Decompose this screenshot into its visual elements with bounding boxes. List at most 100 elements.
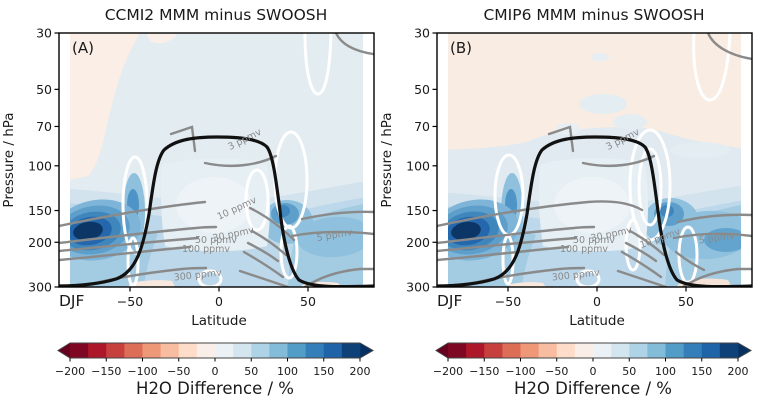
panel-a-x-axis-label: Latitude bbox=[191, 313, 247, 329]
y-tick-label: 150 bbox=[406, 203, 430, 218]
white-contour-line bbox=[624, 218, 642, 272]
colorbar-tick-label: 100 bbox=[655, 365, 676, 378]
y-tick-label: 100 bbox=[406, 158, 430, 173]
colorbar-tick-label: −50 bbox=[167, 365, 190, 378]
colorbar-tick-label: −200 bbox=[55, 365, 85, 378]
tropopause-contour bbox=[437, 135, 752, 287]
colorbar-segment bbox=[556, 343, 576, 358]
h2o-contour-line bbox=[681, 267, 752, 287]
contour-fill bbox=[73, 221, 103, 241]
colorbar-tick-label: 200 bbox=[350, 365, 371, 378]
panel-a-season-label: DJF bbox=[59, 292, 85, 310]
contour-label: 100 ppmv bbox=[182, 244, 230, 255]
panel-b-x-axis-label: Latitude bbox=[569, 313, 625, 329]
y-tick-label: 30 bbox=[414, 26, 430, 41]
colorbar-tick-label: −150 bbox=[469, 365, 499, 378]
colorbar-tick-label: −100 bbox=[127, 365, 157, 378]
white-contour-line bbox=[637, 147, 663, 227]
colorbar-segment bbox=[142, 343, 162, 358]
h2o-contour-line bbox=[672, 232, 752, 240]
h2o-contour-line bbox=[437, 236, 658, 263]
colorbar-over-arrow bbox=[360, 343, 373, 358]
colorbar-segment bbox=[593, 343, 612, 358]
white-contour-line bbox=[692, 33, 732, 102]
colorbar-segment bbox=[323, 343, 343, 358]
contour-label: 100 ppmv bbox=[560, 244, 608, 255]
colorbar-segment bbox=[448, 343, 467, 358]
x-tick-label: 0 bbox=[215, 294, 223, 309]
contour-label: 300 ppmv bbox=[551, 267, 600, 283]
x-tick-label: 0 bbox=[593, 294, 601, 309]
colorbar-tick-label: −150 bbox=[91, 365, 121, 378]
colorbar-a-bar: −200 −150 −100 −50 0 50 100 150 200 bbox=[55, 342, 375, 378]
colorbar-b-bar: −200 −150 −100 −50 0 50 100 150 200 bbox=[433, 342, 753, 378]
h2o-contour-line bbox=[169, 125, 197, 153]
contour-fill bbox=[556, 123, 580, 135]
axes-frame: 30 50 70 100 150 200 300 −50 0 50 bbox=[406, 26, 753, 309]
panel-a-letter: (A) bbox=[72, 39, 94, 57]
y-tick-label: 50 bbox=[414, 82, 430, 97]
colorbar-a-label: H2O Difference / % bbox=[136, 379, 294, 398]
contour-fill bbox=[554, 177, 630, 233]
white-contour-line bbox=[628, 128, 672, 242]
panel-b-title: CMIP6 MMM minus SWOOSH bbox=[483, 6, 704, 24]
colorbar-over-arrow bbox=[738, 343, 751, 358]
h2o-climatology-contours bbox=[59, 33, 374, 287]
colorbar-segment bbox=[520, 343, 540, 358]
colorbar-segment bbox=[88, 343, 107, 358]
colorbar-tick-label: 150 bbox=[691, 365, 712, 378]
white-contour-line bbox=[575, 269, 601, 287]
colorbar-segment bbox=[70, 343, 89, 358]
colorbar-segment bbox=[233, 343, 252, 358]
contour-label: 50 ppmv bbox=[195, 235, 237, 246]
white-contour-line bbox=[197, 269, 223, 287]
contour-fill bbox=[128, 280, 175, 287]
y-tick-label: 300 bbox=[406, 280, 430, 295]
y-tick-label: 70 bbox=[414, 119, 430, 134]
y-tick-label: 50 bbox=[36, 82, 52, 97]
y-tick-label: 100 bbox=[28, 158, 52, 173]
h2o-contour-line bbox=[59, 236, 280, 263]
colorbar-segment bbox=[502, 343, 521, 358]
contour-fill bbox=[146, 33, 178, 44]
h2o-contour-line bbox=[706, 33, 752, 61]
contour-label: 5 ppmv bbox=[698, 231, 736, 247]
colorbar-segment bbox=[178, 343, 198, 358]
y-tick-label: 200 bbox=[406, 235, 430, 250]
contour-fill bbox=[579, 94, 627, 114]
colorbar-tick-label: −100 bbox=[505, 365, 535, 378]
plot-border bbox=[58, 32, 375, 288]
white-contour-line bbox=[244, 168, 270, 232]
panel-a-title: CCMI2 MMM minus SWOOSH bbox=[105, 6, 328, 24]
colorbar-segment bbox=[160, 343, 180, 358]
y-tick-label: 300 bbox=[28, 280, 52, 295]
colorbar-segment bbox=[665, 343, 685, 358]
colorbar-tick-label: −200 bbox=[433, 365, 463, 378]
colorbar-segment bbox=[269, 343, 288, 358]
colorbar-tick-label: 0 bbox=[590, 365, 597, 378]
contour-fill bbox=[451, 221, 481, 241]
colorbar-segment bbox=[719, 343, 739, 358]
contour-fill bbox=[508, 282, 546, 287]
colorbar-segment bbox=[196, 343, 216, 358]
colorbar-segment bbox=[124, 343, 143, 358]
h2o-contour-line bbox=[59, 245, 285, 279]
colorbar-segment bbox=[611, 343, 630, 358]
contour-fill bbox=[297, 216, 373, 258]
contour-fill bbox=[176, 177, 252, 233]
x-tick-label: 50 bbox=[300, 294, 316, 309]
y-tick-label: 200 bbox=[28, 235, 52, 250]
colorbar-a: −200 −150 −100 −50 0 50 100 150 200 H2O Differen… bbox=[55, 342, 375, 398]
colorbar-segment bbox=[106, 343, 125, 358]
h2o-contour-line bbox=[437, 200, 752, 272]
colorbar-tick-label: 150 bbox=[313, 365, 334, 378]
white-contour-line bbox=[126, 236, 140, 287]
colorbar-tick-label: 50 bbox=[622, 365, 636, 378]
contour-label: 50 ppmv bbox=[573, 235, 615, 246]
h2o-contour-line bbox=[437, 245, 663, 279]
colorbar-segment bbox=[574, 343, 594, 358]
no-data-strip bbox=[363, 33, 374, 287]
